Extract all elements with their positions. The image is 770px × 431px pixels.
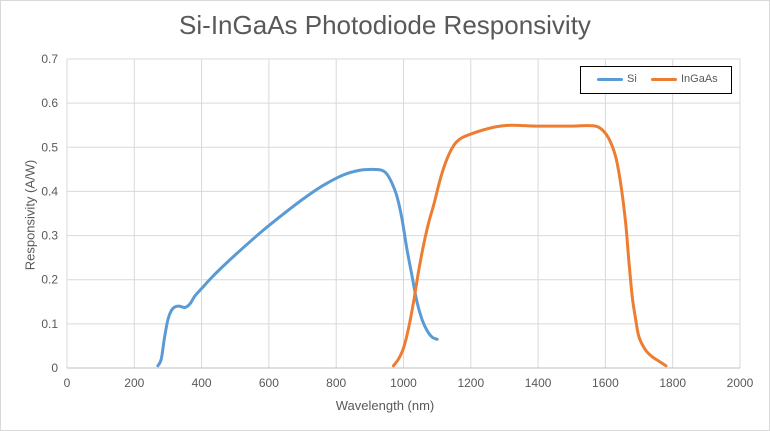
legend-item-ingaas: InGaAs: [651, 73, 718, 85]
legend-label-si: Si: [627, 73, 637, 85]
x-tick-label: 400: [192, 376, 212, 390]
y-tick-label: 0.7: [41, 52, 58, 66]
chart-title: Si-InGaAs Photodiode Responsivity: [179, 10, 591, 40]
x-tick-label: 1800: [659, 376, 686, 390]
y-tick-label: 0.3: [41, 229, 58, 243]
x-tick-label: 1400: [525, 376, 552, 390]
legend-label-ingaas: InGaAs: [681, 73, 718, 85]
y-tick-label: 0.1: [41, 317, 58, 331]
legend-item-si: Si: [597, 73, 637, 85]
series-line-ingaas: [391, 123, 668, 368]
y-tick-label: 0: [51, 361, 58, 375]
y-axis-label: Responsivity (A/W): [22, 159, 38, 271]
y-tick-label: 0.2: [41, 273, 58, 287]
y-tick-label: 0.6: [41, 96, 58, 110]
series-line-si: [156, 167, 439, 368]
legend-swatch-ingaas: [651, 77, 677, 81]
legend-swatch-si: [597, 77, 623, 81]
x-tick-label: 2000: [727, 376, 754, 390]
x-tick-label: 200: [124, 376, 144, 390]
y-tick-label: 0.5: [41, 140, 58, 154]
x-axis-label: Wavelength (nm): [335, 398, 435, 413]
y-tick-label: 0.4: [41, 184, 58, 198]
legend: Si InGaAs: [580, 66, 732, 94]
x-tick-label: 600: [259, 376, 279, 390]
x-tick-label: 0: [64, 376, 71, 390]
x-tick-label: 1600: [592, 376, 619, 390]
x-tick-label: 1200: [457, 376, 484, 390]
x-tick-label: 800: [326, 376, 346, 390]
x-tick-label: 1000: [390, 376, 417, 390]
